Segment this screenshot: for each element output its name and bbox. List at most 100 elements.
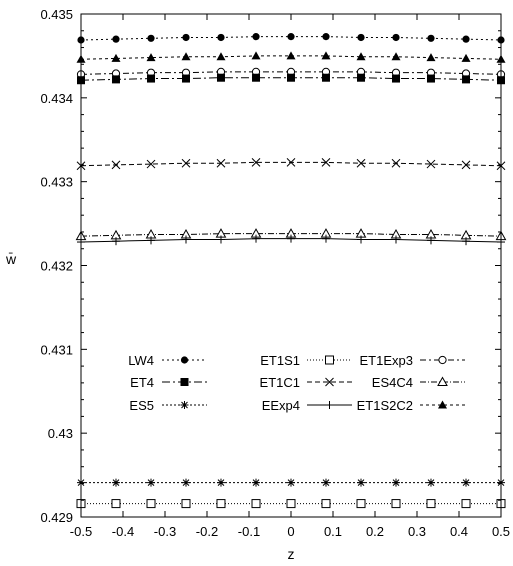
data-point xyxy=(462,75,471,84)
data-point xyxy=(321,51,331,60)
data-point xyxy=(111,53,121,62)
legend-label: ET1S1 xyxy=(260,353,300,368)
data-point xyxy=(147,236,156,245)
y-tick-label: 0.43 xyxy=(48,426,73,441)
data-point xyxy=(111,478,120,487)
data-point xyxy=(182,235,190,244)
data-point xyxy=(322,33,330,41)
data-point xyxy=(286,51,296,60)
data-point xyxy=(462,35,470,43)
data-point xyxy=(426,236,435,245)
legend-entry-es4c4: ES4C4 xyxy=(372,375,465,390)
data-point xyxy=(286,158,296,167)
legend-marker xyxy=(325,377,334,387)
x-tick-label: 0.5 xyxy=(492,524,510,539)
series-et1s1 xyxy=(76,499,506,509)
x-tick-label: -0.4 xyxy=(112,524,134,539)
legend-marker xyxy=(438,355,447,365)
data-point xyxy=(111,237,120,246)
data-point xyxy=(111,499,121,509)
data-point xyxy=(392,74,400,83)
data-point xyxy=(287,478,295,487)
series-et1c1 xyxy=(76,158,506,171)
y-tick-label: 0.433 xyxy=(40,175,73,190)
data-point xyxy=(357,235,366,244)
data-point xyxy=(391,52,401,61)
data-point xyxy=(461,160,471,170)
legend-label: ET1S2C2 xyxy=(357,398,413,413)
legend-label: LW4 xyxy=(128,353,154,368)
series-lw4 xyxy=(77,33,505,44)
data-point xyxy=(392,235,400,244)
data-point xyxy=(111,160,121,170)
data-point xyxy=(321,158,331,167)
data-point xyxy=(462,237,471,246)
series-es5 xyxy=(77,478,505,487)
data-point xyxy=(392,33,400,42)
data-point xyxy=(217,33,225,42)
data-point xyxy=(252,33,260,41)
x-tick-label: 0.2 xyxy=(366,524,384,539)
x-tick-label: 0.4 xyxy=(450,524,468,539)
data-point xyxy=(251,51,261,60)
data-point xyxy=(356,499,366,509)
data-point xyxy=(357,478,366,487)
data-point xyxy=(182,33,190,42)
data-point xyxy=(321,73,330,82)
data-point xyxy=(426,478,435,487)
data-point xyxy=(216,158,226,168)
data-point xyxy=(252,73,261,82)
legend-marker xyxy=(180,356,189,364)
data-point xyxy=(287,234,295,243)
y-tick-label: 0.432 xyxy=(40,259,73,274)
data-point xyxy=(427,34,435,42)
legend-entry-es5: ES5 xyxy=(129,398,207,413)
data-point xyxy=(287,33,295,41)
legend-entry-et1s2c2: ET1S2C2 xyxy=(357,398,465,413)
legend-entry-et1s1: ET1S1 xyxy=(260,353,352,368)
data-point xyxy=(111,75,120,84)
data-point xyxy=(252,478,261,487)
legend-label: ET1Exp3 xyxy=(360,353,413,368)
x-tick-label: -0.2 xyxy=(196,524,218,539)
data-point xyxy=(356,52,366,61)
data-point xyxy=(252,234,261,243)
legend-entry-et1exp3: ET1Exp3 xyxy=(360,353,465,368)
data-point xyxy=(462,478,471,487)
data-point xyxy=(286,499,296,509)
data-point xyxy=(182,74,190,83)
legend-entry-et4: ET4 xyxy=(130,375,207,390)
data-point xyxy=(426,53,436,62)
x-tick-label: -0.1 xyxy=(238,524,260,539)
data-point xyxy=(112,35,120,43)
x-tick-label: -0.5 xyxy=(70,524,92,539)
y-tick-label: 0.429 xyxy=(40,510,73,525)
data-point xyxy=(426,499,436,509)
legend-label: ET1C1 xyxy=(260,375,300,390)
data-point xyxy=(392,478,400,487)
y-tick-label: 0.434 xyxy=(40,91,73,106)
axes: -0.5 -0.4 -0.3 -0.2 -0.1 0 0.1 0.2 0.3 0.4 0.5 0.42… xyxy=(40,7,510,539)
plot-area xyxy=(75,33,507,509)
legend-marker xyxy=(180,378,189,386)
legend-marker xyxy=(180,401,189,409)
legend-entry-et1c1: ET1C1 xyxy=(260,375,352,390)
data-point xyxy=(147,34,155,42)
data-point xyxy=(146,53,156,62)
data-point xyxy=(147,478,156,487)
data-point xyxy=(426,159,436,169)
legend-entry-lw4: LW4 xyxy=(128,353,207,368)
x-tick-label: 0 xyxy=(287,524,294,539)
legend-marker xyxy=(325,401,334,409)
legend-entry-eexp4: EExp4 xyxy=(262,398,352,413)
data-point xyxy=(146,499,156,509)
data-point xyxy=(216,52,226,61)
legend-marker xyxy=(437,376,448,386)
y-tick-label: 0.431 xyxy=(40,342,73,357)
x-tick-label: 0.3 xyxy=(408,524,426,539)
legend: LW4 ET1S1 ET1Exp3 ET4 ET1C1 ES4C4 ES5 EExp4 ET1S… xyxy=(128,353,465,413)
y-tick-label: 0.435 xyxy=(40,7,73,22)
data-point xyxy=(357,73,366,82)
legend-marker xyxy=(438,400,447,409)
